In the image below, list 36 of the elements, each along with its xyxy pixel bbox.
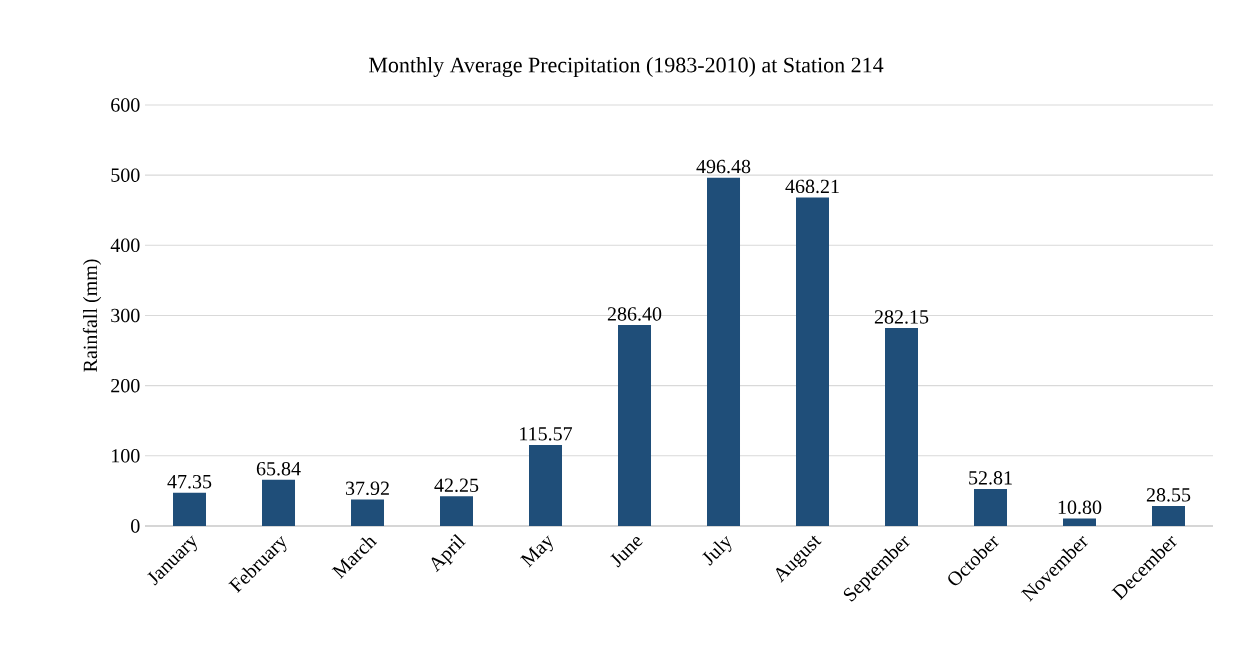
bar <box>707 177 741 526</box>
y-tick-label: 400 <box>110 238 140 253</box>
y-tick-label: 100 <box>112 449 140 463</box>
data-label: 468.21 <box>785 179 839 194</box>
y-tick-label: 500 <box>111 168 140 182</box>
bar <box>796 197 829 526</box>
bar <box>440 496 473 526</box>
x-tick-label: June <box>610 537 643 568</box>
data-label: 496.48 <box>696 159 751 174</box>
bar <box>173 492 207 526</box>
bar <box>529 444 563 526</box>
x-tick-label: July <box>702 536 732 566</box>
bar <box>1152 505 1185 526</box>
chart-title: Monthly Average Precipitation (1983-2010) at Station 214 <box>369 56 884 77</box>
data-label: 47.35 <box>167 474 212 489</box>
data-label: 282.15 <box>874 310 929 324</box>
y-axis-title: Rainfall (mm) <box>82 259 102 372</box>
data-label: 42.25 <box>434 478 479 493</box>
data-label: 52.81 <box>969 471 1012 485</box>
data-label: 115.57 <box>520 427 573 441</box>
data-label: 286.40 <box>607 307 662 321</box>
bar <box>618 325 651 526</box>
data-label: 10.80 <box>1058 500 1102 515</box>
y-tick-label: 200 <box>111 378 140 393</box>
bar <box>262 479 296 526</box>
bar <box>974 488 1007 526</box>
y-tick-label: 600 <box>111 98 140 112</box>
x-tick-label: May <box>520 535 553 568</box>
data-label: 28.55 <box>1146 488 1191 502</box>
bar <box>885 328 918 526</box>
data-label: 65.84 <box>256 461 301 476</box>
bar <box>351 499 385 526</box>
bar <box>1063 518 1096 526</box>
data-label: 37.92 <box>345 481 389 496</box>
y-tick-label: 0 <box>131 519 140 533</box>
y-tick-label: 300 <box>111 308 140 323</box>
